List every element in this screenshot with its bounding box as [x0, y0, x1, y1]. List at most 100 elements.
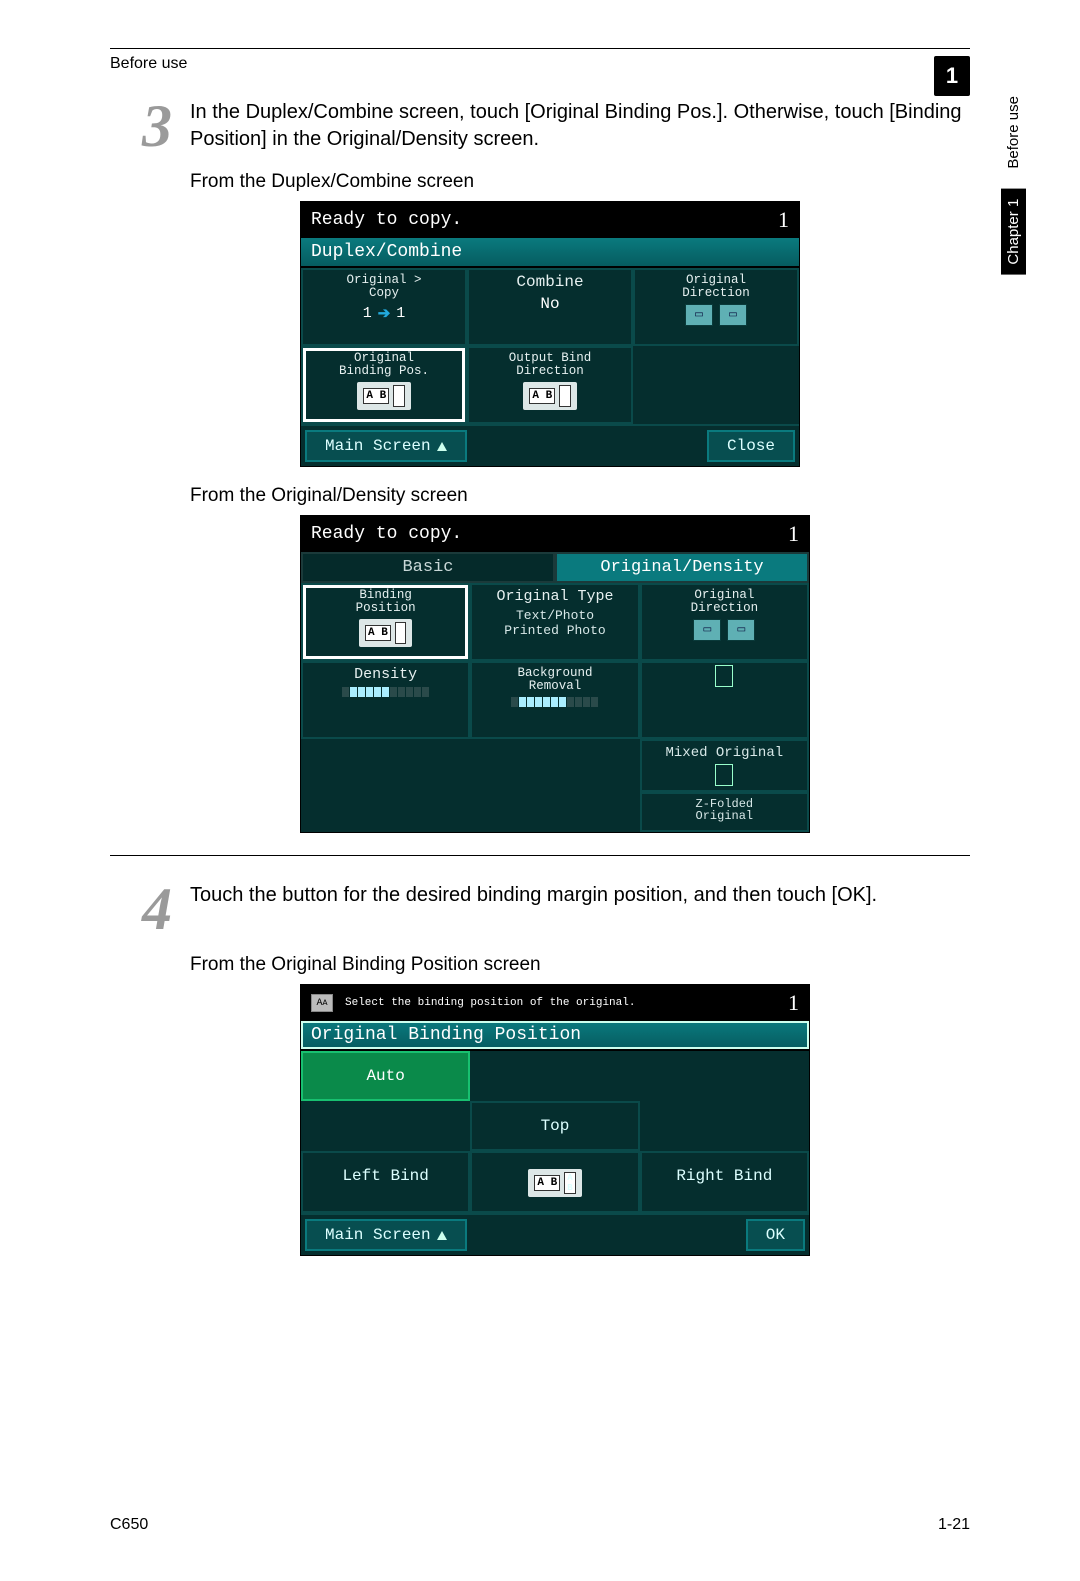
- background-removal-cell[interactable]: Background Removal: [470, 661, 639, 739]
- top-bind-button[interactable]: Top: [470, 1101, 639, 1151]
- main-screen-button-2[interactable]: Main Screen: [305, 1219, 467, 1251]
- original-direction-cell[interactable]: Original Direction ▭ ▭: [633, 268, 799, 346]
- ab-icon-2: A B AB: [523, 382, 576, 410]
- step-number-4: 4: [110, 882, 172, 936]
- ab-icon: A B AB: [357, 382, 410, 410]
- panel3-bottom: Main Screen OK: [301, 1213, 809, 1255]
- status-text: Ready to copy.: [311, 210, 462, 230]
- ab-icon-3: A B AB: [359, 619, 412, 647]
- empty: [470, 1051, 639, 1101]
- zfolded-label: Z-Folded Original: [696, 798, 754, 822]
- binding-grid: Auto Top Left Bind A B AB Right Bind: [301, 1051, 809, 1213]
- binding-position-cell[interactable]: Binding Position A B AB: [301, 583, 470, 661]
- close-button[interactable]: Close: [707, 430, 795, 462]
- caption-origdens: From the Original/Density screen: [190, 485, 970, 507]
- original-type-value: Text/Photo Printed Photo: [504, 609, 605, 639]
- ab-b-icon-3: AB: [395, 622, 406, 644]
- panel-title: Duplex/Combine: [301, 238, 799, 268]
- status-text-3: Select the binding position of the origi…: [345, 997, 635, 1009]
- original-type-label: Original Type: [496, 589, 613, 605]
- background-removal-label: Background Removal: [517, 667, 592, 693]
- portrait-icon: ▭: [685, 304, 713, 326]
- combine-cell[interactable]: Combine No: [467, 268, 633, 346]
- original-binding-pos-cell[interactable]: Original Binding Pos. A B AB: [301, 346, 467, 424]
- landscape-icon: ▭: [719, 304, 747, 326]
- status-bar: Ready to copy. 1: [301, 202, 799, 238]
- main-screen-label-2: Main Screen: [325, 1226, 431, 1244]
- empty: [301, 1101, 470, 1151]
- combine-label: Combine: [516, 274, 583, 291]
- chapter-badge: 1: [934, 56, 970, 96]
- original-type-cell[interactable]: Original Type Text/Photo Printed Photo: [470, 583, 639, 661]
- center-ab-cell: A B AB: [470, 1151, 639, 1213]
- empty-cell-4: [301, 792, 470, 832]
- orientation-icons-2: ▭ ▭: [693, 619, 755, 641]
- original-copy-cell[interactable]: Original > Copy 1 ➔ 1: [301, 268, 467, 346]
- ab-a-icon-2: A B: [529, 388, 555, 404]
- copy-count-3: 1: [788, 990, 799, 1016]
- doc-icon-2: [715, 764, 733, 786]
- ab-b-icon: AB: [393, 385, 404, 407]
- copy-dst: 1: [396, 305, 405, 322]
- density-cell[interactable]: Density: [301, 661, 470, 739]
- duplex-combine-panel: Ready to copy. 1 Duplex/Combine Original…: [300, 201, 800, 467]
- tab-original-density[interactable]: Original/Density: [555, 552, 809, 583]
- step-text: In the Duplex/Combine screen, touch [Ori…: [190, 99, 970, 153]
- caption-bindpos: From the Original Binding Position scree…: [190, 954, 970, 976]
- tab-basic[interactable]: Basic: [301, 552, 555, 583]
- main-screen-label: Main Screen: [325, 437, 431, 455]
- one-to-one-icon: 1 ➔ 1: [363, 304, 406, 323]
- info-icon: AA: [311, 994, 333, 1012]
- auto-button[interactable]: Auto: [301, 1051, 470, 1101]
- panel3-title: Original Binding Position: [301, 1021, 809, 1051]
- empty-cell-3: [470, 739, 639, 792]
- header-left: Before use: [110, 55, 187, 73]
- zfolded-cell[interactable]: Z-Folded Original: [640, 792, 809, 832]
- up-arrow-icon: [437, 442, 447, 451]
- original-direction-label: Original Direction: [682, 274, 750, 300]
- ab-b-icon-2: AB: [559, 385, 570, 407]
- arrow-icon: ➔: [378, 304, 391, 323]
- top-rule: [110, 48, 970, 49]
- bg-slider-icon: [511, 697, 598, 707]
- original-direction-label-2: Original Direction: [691, 589, 759, 615]
- caption-duplex: From the Duplex/Combine screen: [190, 171, 970, 193]
- original-direction-cell-2[interactable]: Original Direction ▭ ▭: [640, 583, 809, 661]
- tab-row: Basic Original/Density: [301, 552, 809, 583]
- output-bind-label: Output Bind Direction: [509, 352, 592, 378]
- panel2-extra-row-2: Z-Folded Original: [301, 792, 809, 832]
- status-bar-2: Ready to copy. 1: [301, 516, 809, 552]
- mixed-original-label: Mixed Original: [666, 745, 784, 761]
- panel2-grid: Binding Position A B AB Original Type Te…: [301, 583, 809, 739]
- ok-button[interactable]: OK: [746, 1219, 805, 1251]
- side-tab: Chapter 1 Before use: [1001, 88, 1026, 275]
- original-density-panel: Ready to copy. 1 Basic Original/Density …: [300, 515, 810, 833]
- main-screen-button[interactable]: Main Screen: [305, 430, 467, 462]
- original-copy-label: Original > Copy: [346, 274, 421, 300]
- binding-position-panel: AA Select the binding position of the or…: [300, 984, 810, 1256]
- right-bind-button[interactable]: Right Bind: [640, 1151, 809, 1213]
- mixed-original-cell[interactable]: Mixed Original: [640, 739, 809, 792]
- step-3: 3 In the Duplex/Combine screen, touch [O…: [110, 99, 970, 153]
- original-type-line1: Text/Photo: [504, 609, 605, 624]
- page-header: Before use: [110, 55, 970, 73]
- left-bind-button[interactable]: Left Bind: [301, 1151, 470, 1213]
- ab-b-icon-4: AB: [564, 1172, 575, 1194]
- copy-src: 1: [363, 305, 372, 322]
- panel2-extra-row: Mixed Original: [301, 739, 809, 792]
- step-4: 4 Touch the button for the desired bindi…: [110, 882, 970, 936]
- step-text-4: Touch the button for the desired binding…: [190, 882, 970, 936]
- mixed-original-top[interactable]: [640, 661, 809, 739]
- footer-right: 1-21: [938, 1516, 970, 1534]
- footer-left: C650: [110, 1516, 148, 1534]
- side-section: Before use: [1001, 88, 1026, 177]
- orientation-icons: ▭ ▭: [685, 304, 747, 326]
- output-bind-direction-cell[interactable]: Output Bind Direction A B AB: [467, 346, 633, 424]
- up-arrow-icon-2: [437, 1231, 447, 1240]
- copy-count: 1: [778, 207, 789, 233]
- original-binding-pos-label: Original Binding Pos.: [339, 352, 429, 378]
- ab-a-icon: A B: [363, 388, 389, 404]
- ab-a-icon-4: A B: [534, 1175, 560, 1191]
- empty-cell: [633, 346, 799, 424]
- page-footer: C650 1-21: [110, 1516, 970, 1534]
